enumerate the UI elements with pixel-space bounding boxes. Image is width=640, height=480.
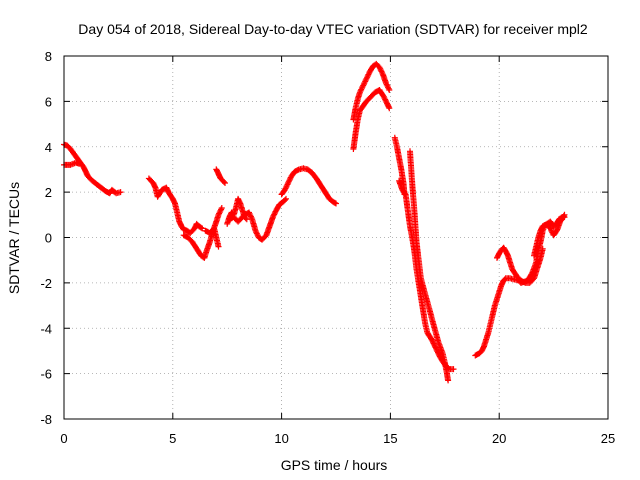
y-tick-label: -8 [40,412,52,427]
data-point [450,366,457,373]
data-point [222,180,228,186]
chart-title: Day 054 of 2018, Sidereal Day-to-day VTE… [78,21,588,37]
y-axis-label: SDTVAR / TECUs [6,182,22,294]
data-point [377,67,384,74]
data-point [285,180,292,186]
data-point [385,84,391,91]
y-tick-label: 6 [45,94,52,109]
data-point [286,177,293,184]
data-point [560,212,567,219]
data-point [362,77,369,83]
data-point [243,216,250,223]
y-tick-labels: -8 -6 -4 -2 0 2 4 6 8 [40,49,52,427]
grid-lines [64,56,608,419]
data-point [253,229,260,236]
data-points [61,60,568,384]
y-tick-label: 8 [45,49,52,64]
x-tick-label: 20 [492,431,506,446]
data-point [386,105,393,112]
data-point [445,377,452,384]
data-point [376,64,383,71]
data-point [364,74,371,81]
data-point [198,224,205,231]
x-tick-label: 10 [274,431,288,446]
data-point [333,200,339,207]
data-point [283,195,289,202]
y-tick-label: -2 [40,276,52,291]
data-point [383,81,390,88]
data-point [386,87,393,93]
data-point [199,225,206,232]
plot-frame [63,55,609,420]
data-point [281,197,288,204]
y-tick-label: 2 [45,185,52,200]
y-tick-label: 4 [45,140,52,155]
data-point [218,205,225,211]
x-tick-label: 5 [169,431,176,446]
x-tick-labels: 0 5 10 15 20 25 [60,431,615,446]
y-tick-label: 0 [45,231,52,246]
data-point [220,178,227,185]
x-tick-label: 0 [60,431,67,446]
data-point [117,189,124,196]
y-tick-label: -6 [40,367,52,382]
x-axis-label: GPS time / hours [281,457,388,473]
data-point [561,211,568,218]
x-tick-label: 15 [383,431,397,446]
x-tick-label: 25 [601,431,615,446]
data-point [215,243,222,250]
y-tick-label: -4 [40,321,52,336]
